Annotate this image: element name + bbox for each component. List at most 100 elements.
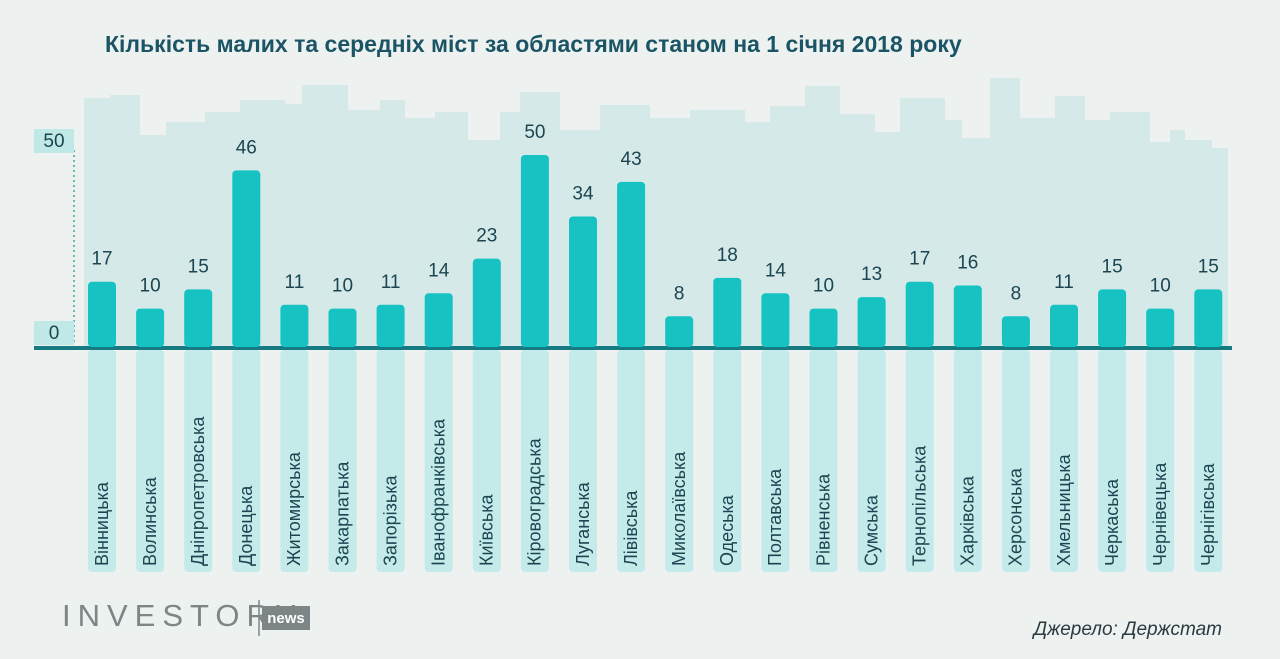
- bar: [1146, 308, 1175, 347]
- bar: [713, 277, 742, 347]
- value-label: 10: [813, 276, 834, 297]
- label-band: [184, 350, 213, 572]
- x-tick-label: Сумська: [861, 494, 881, 566]
- skyline-decoration: [84, 78, 1228, 347]
- bar: [665, 316, 694, 347]
- value-label: 15: [1102, 256, 1123, 277]
- bar: [88, 281, 116, 347]
- value-label: 23: [476, 226, 497, 247]
- label-band: [424, 350, 453, 572]
- label-band: [857, 350, 886, 572]
- value-label: 15: [1198, 256, 1219, 277]
- value-label: 34: [572, 183, 594, 204]
- bar: [280, 304, 309, 347]
- label-band: [520, 350, 549, 572]
- x-tick-label: Іванофранківська: [428, 418, 448, 566]
- x-tick-label: Київська: [477, 493, 497, 566]
- x-tick-label: Херсонська: [1006, 467, 1026, 566]
- logo-tag-box: [262, 606, 310, 630]
- bar: [520, 155, 549, 347]
- value-label: 46: [236, 137, 257, 158]
- value-label: 11: [285, 272, 305, 293]
- x-tick-label: Волинська: [140, 476, 160, 566]
- bar: [857, 297, 886, 347]
- label-band: [617, 350, 646, 572]
- value-label: 16: [957, 253, 978, 274]
- label-band: [1146, 350, 1175, 572]
- value-label: 14: [765, 260, 787, 281]
- bar: [953, 285, 982, 347]
- y-tick-label: 0: [49, 323, 60, 344]
- label-band: [376, 350, 405, 572]
- label-band: [1050, 350, 1078, 572]
- bar: [232, 170, 261, 347]
- bar: [328, 308, 357, 347]
- y-tick-label: 50: [43, 131, 64, 152]
- label-band: [665, 350, 694, 572]
- logo-tag: news: [267, 610, 305, 627]
- bar: [761, 293, 790, 347]
- source: Джерело: Держстат: [1032, 619, 1222, 640]
- x-tick-label: Чернівецька: [1150, 462, 1170, 566]
- x-tick-label: Лівівська: [621, 490, 641, 566]
- value-label: 13: [861, 264, 882, 285]
- x-tick-label: Донецька: [236, 485, 256, 566]
- bar: [809, 308, 838, 347]
- value-label: 8: [1011, 283, 1022, 304]
- value-label: 10: [140, 276, 161, 297]
- x-tick-label: Тернопільська: [909, 445, 929, 566]
- value-label: 10: [1150, 276, 1171, 297]
- label-band: [809, 350, 838, 572]
- bar: [376, 304, 405, 347]
- x-tick-label: Закарпатька: [332, 461, 352, 566]
- x-tick-label: Полтавська: [765, 468, 785, 566]
- logo: INVESTORY: [62, 598, 303, 633]
- value-label: 15: [188, 256, 209, 277]
- label-band: [280, 350, 309, 572]
- x-tick-label: Черкаська: [1102, 478, 1122, 566]
- value-label: 14: [428, 260, 450, 281]
- label-band: [1098, 350, 1127, 572]
- x-tick-label: Рівненська: [813, 473, 833, 566]
- x-tick-label: Луганська: [573, 481, 593, 566]
- label-band: [953, 350, 982, 572]
- x-tick-label: Чернігівська: [1198, 462, 1218, 566]
- bar: [617, 181, 646, 347]
- x-tick-label: Миколаївська: [669, 451, 689, 566]
- bar: [424, 293, 453, 347]
- bar: [1098, 289, 1127, 347]
- label-band: [136, 350, 165, 572]
- bar: [569, 216, 597, 347]
- x-tick-label: Дніпропетровська: [188, 416, 208, 566]
- value-label: 11: [1054, 272, 1074, 293]
- label-band: [472, 350, 501, 572]
- bar: [1001, 316, 1030, 347]
- x-tick-label: Харківська: [958, 475, 978, 566]
- y-tick-box: [34, 129, 74, 153]
- label-band: [761, 350, 790, 572]
- value-label: 17: [909, 249, 930, 270]
- value-label: 8: [674, 283, 685, 304]
- x-tick-label: Кіровоградська: [525, 437, 545, 566]
- bar: [184, 289, 213, 347]
- label-band: [232, 350, 261, 572]
- value-label: 10: [332, 276, 353, 297]
- label-band: [569, 350, 597, 572]
- bar: [1194, 289, 1223, 347]
- bar: [1050, 304, 1078, 347]
- label-band: [1001, 350, 1030, 572]
- x-tick-label: Одеська: [717, 494, 737, 566]
- bar: [472, 258, 501, 347]
- x-tick-label: Вінницька: [92, 481, 112, 566]
- label-band: [905, 350, 934, 572]
- x-tick-label: Хмельницька: [1054, 453, 1074, 566]
- y-tick-box: [34, 321, 74, 345]
- bar: [136, 308, 165, 347]
- label-band: [328, 350, 357, 572]
- chart-title: Кількість малих та середніх міст за обла…: [105, 31, 962, 57]
- label-band: [88, 350, 116, 572]
- label-band: [1194, 350, 1223, 572]
- value-label: 18: [717, 245, 738, 266]
